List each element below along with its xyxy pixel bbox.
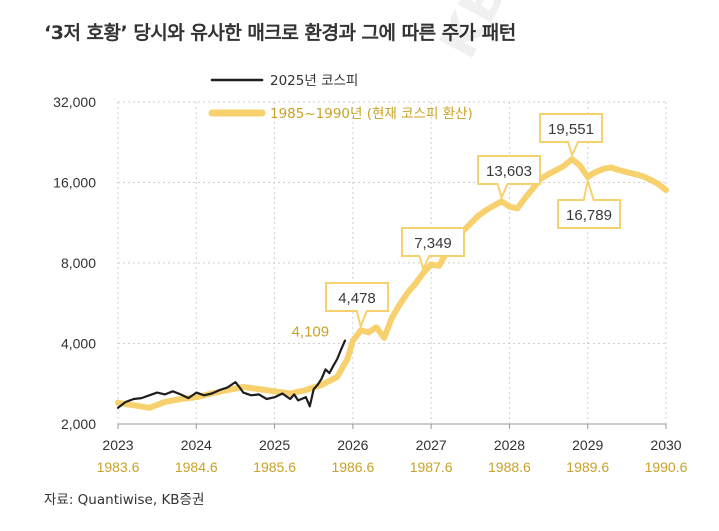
x-tick-label: 2029 (572, 437, 603, 453)
x-tick-label: 2025 (259, 437, 290, 453)
x-tick-label-secondary: 1987.6 (410, 459, 453, 475)
series-line-2025-kospi (116, 339, 347, 409)
legend-label: 2025년 코스피 (270, 73, 358, 89)
x-axis-tick-labels: 2023 1983.6 2024 1984.6 2025 1985.6 2026 1986.6… (97, 437, 688, 475)
x-tick-label-secondary: 1983.6 (97, 459, 140, 475)
x-tick-label-secondary: 1988.6 (488, 459, 531, 475)
x-tick-label-secondary: 1985.6 (253, 459, 296, 475)
annotation-label: 16,789 (566, 207, 612, 224)
annotation-label: 4,478 (338, 290, 376, 307)
x-tick-label-secondary: 1990.6 (645, 459, 688, 475)
x-tick-label: 2024 (181, 437, 212, 453)
y-axis-tick-labels: 2,000 4,000 8,000 16,000 32,000 (53, 94, 96, 432)
annotations: 4,478 4,109 7,349 13,603 19,551 16,789 (292, 113, 621, 340)
x-tick-label: 2028 (494, 437, 525, 453)
x-tick-label: 2027 (416, 437, 447, 453)
y-tick-label: 2,000 (61, 416, 96, 432)
annotation-callout-box (557, 176, 621, 229)
x-tick-label-secondary: 1986.6 (331, 459, 374, 475)
source-note: 자료: Quantiwise, KB증권 (44, 492, 205, 508)
chart-title: ‘3저 호황’ 당시와 유사한 매크로 환경과 그에 따른 주가 패턴 (44, 22, 516, 44)
x-tick-label: 2023 (102, 437, 133, 453)
x-tick-label-secondary: 1984.6 (175, 459, 218, 475)
annotation-label: 19,551 (548, 121, 594, 138)
x-tick-label: 2026 (337, 437, 368, 453)
y-tick-label: 16,000 (53, 175, 96, 191)
x-tick-label-secondary: 1989.6 (566, 459, 609, 475)
annotation-callout-box (401, 227, 465, 272)
x-tick-label: 2030 (650, 437, 681, 453)
gridlines (117, 101, 667, 429)
annotation-callout-box (325, 282, 389, 330)
y-tick-label: 32,000 (53, 94, 96, 110)
annotation-label: 13,603 (486, 163, 532, 180)
annotation-label: 4,109 (292, 323, 330, 340)
legend-label: 1985~1990년 (현재 코스피 환산) (270, 106, 473, 122)
watermark: KB증 (429, 0, 542, 68)
annotation-label: 7,349 (414, 235, 452, 252)
legend: 2025년 코스피 1985~1990년 (현재 코스피 환산) (208, 73, 473, 122)
y-tick-label: 4,000 (61, 336, 96, 352)
y-tick-label: 8,000 (61, 255, 96, 271)
annotation-callout-box (477, 155, 541, 201)
annotation-callout-box (539, 113, 603, 159)
